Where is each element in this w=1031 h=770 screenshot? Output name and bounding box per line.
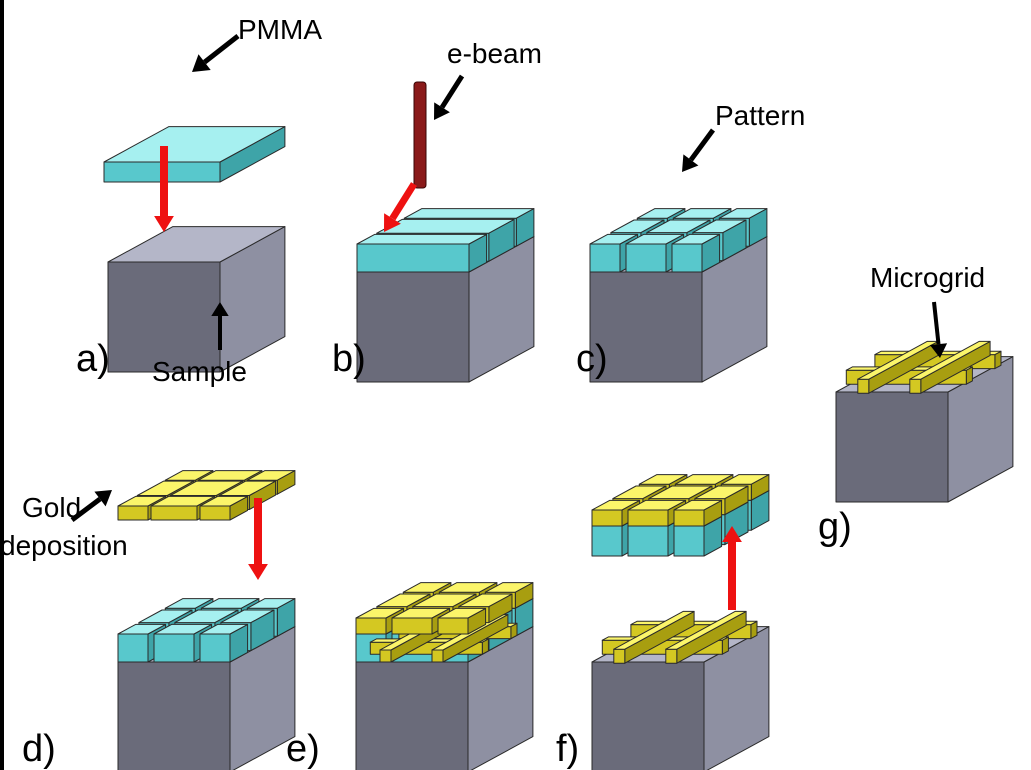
panel-label-a: a) <box>76 338 110 380</box>
ebeam-rod <box>413 81 427 189</box>
microgrid-label: Microgrid <box>870 262 986 293</box>
left-border-line <box>0 0 4 770</box>
panel-label-g: g) <box>818 506 852 548</box>
pmma-label: PMMA <box>238 14 322 45</box>
panel-g-final-microgrid <box>835 301 1014 503</box>
panel-e-gold-on-pattern <box>355 582 534 770</box>
gold-deposition-label-line1: Gold <box>22 492 82 523</box>
panel-b-ebeam-exposure <box>356 74 535 383</box>
panel-label-b: b) <box>332 338 366 380</box>
panel-d-gold-deposition <box>70 470 296 770</box>
gold-deposition-label-line2: deposition <box>0 530 128 561</box>
panel-label-e: e) <box>286 728 320 770</box>
panel-label-c: c) <box>576 338 608 380</box>
panel-label-f: f) <box>556 728 580 770</box>
pattern-label: Pattern <box>715 100 806 131</box>
ebeam-label: e-beam <box>447 38 542 69</box>
panel-c-developed-pattern <box>589 128 768 383</box>
sample-label: Sample <box>152 356 247 387</box>
panel-a-sample-and-pmma <box>103 34 286 373</box>
panel-f-lift-off <box>591 474 770 770</box>
panel-label-d: d) <box>22 728 56 770</box>
